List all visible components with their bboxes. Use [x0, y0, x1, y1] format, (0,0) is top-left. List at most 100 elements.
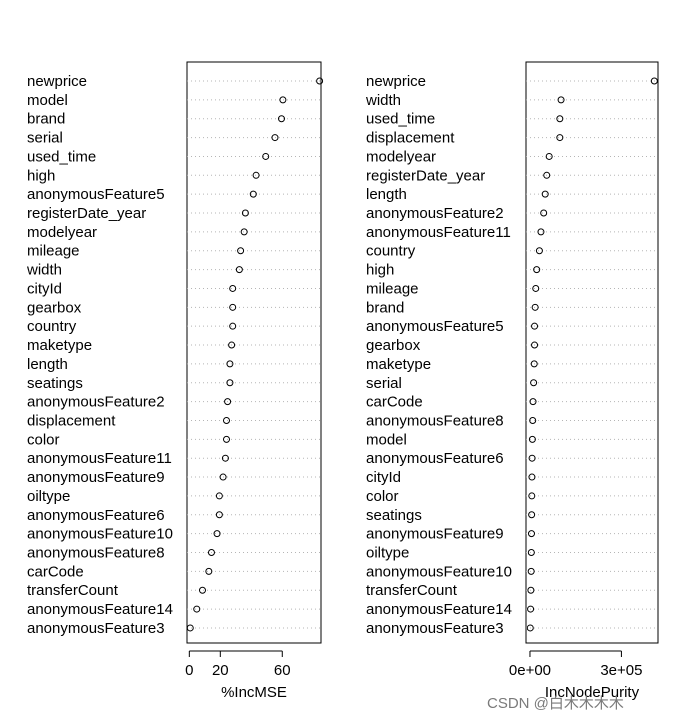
incmse-category-label: oiltype — [27, 488, 70, 505]
incmse-x-tick-label: 60 — [274, 662, 291, 679]
watermark: CSDN @白木木木木 — [487, 695, 624, 712]
incmse-category-label: mileage — [27, 243, 80, 260]
incnodepurity-point — [543, 171, 551, 179]
incmse-category-label: color — [27, 431, 60, 448]
incmse-category-label: width — [26, 262, 62, 279]
incnodepurity-category-label: displacement — [366, 130, 455, 147]
incmse-point — [252, 171, 260, 179]
incnodepurity-category-label: anonymousFeature8 — [366, 412, 504, 429]
incmse-category-label: anonymousFeature9 — [27, 469, 165, 486]
incnodepurity-point — [532, 284, 540, 292]
incmse-point — [241, 209, 249, 217]
incmse-category-label: serial — [27, 130, 63, 147]
incmse-category-label: high — [27, 167, 55, 184]
incmse-point — [279, 96, 287, 104]
incnodepurity-category-label: transferCount — [366, 582, 458, 599]
incmse-point — [226, 379, 234, 387]
incmse-point — [224, 398, 232, 406]
incnodepurity-point — [529, 416, 537, 424]
incmse-category-label: newprice — [27, 73, 87, 90]
incmse-point — [213, 530, 221, 538]
incmse-point — [229, 284, 237, 292]
incnodepurity-category-label: length — [366, 186, 407, 203]
incmse-point — [262, 152, 270, 160]
incnodepurity-category-label: width — [365, 92, 401, 109]
incmse-category-label: anonymousFeature2 — [27, 394, 165, 411]
incnodepurity-point — [530, 360, 538, 368]
incnodepurity-point — [526, 624, 534, 632]
incmse-category-label: anonymousFeature3 — [27, 620, 165, 637]
incmse-category-label: anonymousFeature8 — [27, 545, 165, 562]
incnodepurity-point — [528, 435, 536, 443]
incmse-point — [215, 511, 223, 519]
incmse-point — [226, 360, 234, 368]
incmse-category-label: modelyear — [27, 224, 97, 241]
incnodepurity-point — [531, 322, 539, 330]
incnodepurity-category-label: anonymousFeature6 — [366, 450, 504, 467]
incnodepurity-point — [541, 190, 549, 198]
incnodepurity-category-label: anonymousFeature9 — [366, 526, 504, 543]
incmse-category-label: anonymousFeature6 — [27, 507, 165, 524]
incnodepurity-category-label: gearbox — [366, 337, 421, 354]
incnodepurity-point — [537, 228, 545, 236]
incnodepurity-category-label: anonymousFeature10 — [366, 563, 512, 580]
incmse-category-label: cityId — [27, 280, 62, 297]
incmse-point — [316, 77, 324, 85]
incnodepurity-point — [556, 134, 564, 142]
incmse-category-label: seatings — [27, 375, 83, 392]
incnodepurity-point — [531, 303, 539, 311]
incnodepurity-category-label: maketype — [366, 356, 431, 373]
incnodepurity-point — [528, 473, 536, 481]
incmse-x-tick-label: 20 — [212, 662, 229, 679]
incnodepurity-point — [527, 549, 535, 556]
incnodepurity-category-label: high — [366, 262, 394, 279]
incnodepurity-point — [556, 115, 564, 123]
incnodepurity-category-label: anonymousFeature14 — [366, 601, 512, 618]
incnodepurity-point — [528, 511, 536, 519]
incmse-x-tick-label: 0 — [185, 662, 193, 679]
incmse-x-axis-title: %IncMSE — [221, 684, 287, 701]
incnodepurity-point — [529, 398, 537, 406]
incmse-point — [186, 624, 194, 632]
incmse-point — [198, 586, 206, 594]
incmse-category-label: displacement — [27, 412, 116, 429]
incnodepurity-point — [527, 586, 535, 594]
incnodepurity-point — [527, 605, 535, 613]
incmse-category-label: country — [27, 318, 77, 335]
incmse-category-label: registerDate_year — [27, 205, 146, 222]
incnodepurity-category-label: mileage — [366, 280, 419, 297]
incnodepurity-category-label: seatings — [366, 507, 422, 524]
incnodepurity-x-tick-label: 0e+00 — [509, 662, 551, 679]
incmse-plot-frame — [186, 61, 322, 644]
incnodepurity-category-label: anonymousFeature3 — [366, 620, 504, 637]
incmse-category-label: brand — [27, 111, 65, 128]
incnodepurity-category-label: registerDate_year — [366, 167, 485, 184]
incnodepurity-category-label: model — [366, 431, 407, 448]
incnodepurity-point — [527, 530, 535, 538]
incnodepurity-category-label: modelyear — [366, 148, 436, 165]
incmse-point — [229, 322, 237, 330]
incmse-point — [235, 266, 243, 274]
incmse-category-label: transferCount — [27, 582, 119, 599]
incnodepurity-point — [528, 492, 536, 500]
incnodepurity-point — [535, 247, 543, 255]
incmse-point — [249, 190, 257, 198]
incnodepurity-point — [533, 266, 541, 274]
incmse-point — [277, 115, 285, 123]
incmse-point — [207, 549, 215, 556]
incmse-point — [205, 567, 213, 575]
incmse-category-label: model — [27, 92, 68, 109]
incnodepurity-category-label: color — [366, 488, 399, 505]
incmse-category-label: length — [27, 356, 68, 373]
incmse-point — [219, 473, 227, 481]
incnodepurity-point — [531, 341, 539, 349]
incnodepurity-point — [540, 209, 548, 217]
incmse-category-label: used_time — [27, 148, 96, 165]
incmse-point — [223, 416, 231, 424]
incmse-point — [237, 247, 245, 255]
incnodepurity-category-label: used_time — [366, 111, 435, 128]
incnodepurity-category-label: newprice — [366, 73, 426, 90]
incmse-point — [223, 435, 231, 443]
incnodepurity-category-label: country — [366, 243, 416, 260]
incnodepurity-x-tick-label: 3e+05 — [600, 662, 642, 679]
